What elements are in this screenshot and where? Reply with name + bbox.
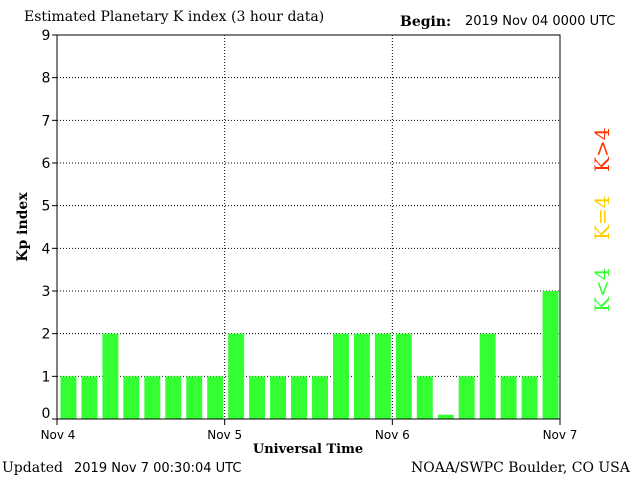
legend-k-equals-4: K=4 xyxy=(590,195,614,240)
credit-text: NOAA/SWPC Boulder, CO USA xyxy=(411,460,630,476)
y-tick-label: 6 xyxy=(42,156,51,172)
plot-frame xyxy=(56,34,561,420)
y-tick-label: 3 xyxy=(42,284,51,300)
kp-bar xyxy=(186,376,203,419)
y-tick-label: 8 xyxy=(42,71,51,87)
kp-bar xyxy=(332,333,349,419)
kp-bar xyxy=(123,376,140,419)
kp-bar xyxy=(479,333,496,419)
legend-k-less-than-4: K<4 xyxy=(590,267,614,312)
kp-bar xyxy=(374,333,391,419)
y-tick-label: 4 xyxy=(42,241,51,257)
y-tick-label: 1 xyxy=(42,369,51,385)
x-tick-label: Nov 7 xyxy=(543,428,578,442)
kp-bar xyxy=(437,414,454,419)
kp-bar xyxy=(102,333,119,419)
updated-label: Updated xyxy=(2,460,63,476)
kp-bar xyxy=(249,376,266,419)
kp-bar xyxy=(500,376,517,419)
kp-bar xyxy=(395,333,412,419)
kp-bar xyxy=(270,376,287,419)
y-tick-label: 5 xyxy=(42,199,51,215)
kp-bar xyxy=(312,376,328,419)
y-axis-label: Kp index xyxy=(15,192,31,262)
kp-bar xyxy=(353,333,370,419)
kp-bar xyxy=(144,376,161,419)
kp-bar xyxy=(228,333,245,419)
begin-label: Begin: xyxy=(400,14,452,30)
updated-value: 2019 Nov 7 00:30:04 UTC xyxy=(74,461,242,476)
begin-value: 2019 Nov 04 0000 UTC xyxy=(465,14,616,29)
y-tick-label: 9 xyxy=(42,28,51,44)
x-tick-label: Nov 4 xyxy=(41,428,76,442)
kp-bar xyxy=(542,291,559,419)
y-tick-label: 0 xyxy=(42,406,51,422)
kp-bar xyxy=(458,376,475,419)
x-axis-label: Universal Time xyxy=(253,442,363,457)
legend-k-greater-than-4: K>4 xyxy=(590,127,614,172)
y-tick-label: 2 xyxy=(42,327,51,343)
x-tick-label: Nov 5 xyxy=(207,428,242,442)
kp-bar xyxy=(416,376,433,419)
kp-bar xyxy=(81,376,98,419)
kp-bar xyxy=(521,376,538,419)
x-tick-label: Nov 6 xyxy=(375,428,410,442)
kp-bar xyxy=(60,376,77,419)
chart-title: Estimated Planetary K index (3 hour data… xyxy=(24,9,325,25)
kp-bar xyxy=(291,376,307,419)
kp-bar xyxy=(207,376,224,419)
y-tick-label: 7 xyxy=(42,113,51,129)
kp-bar xyxy=(165,376,182,419)
